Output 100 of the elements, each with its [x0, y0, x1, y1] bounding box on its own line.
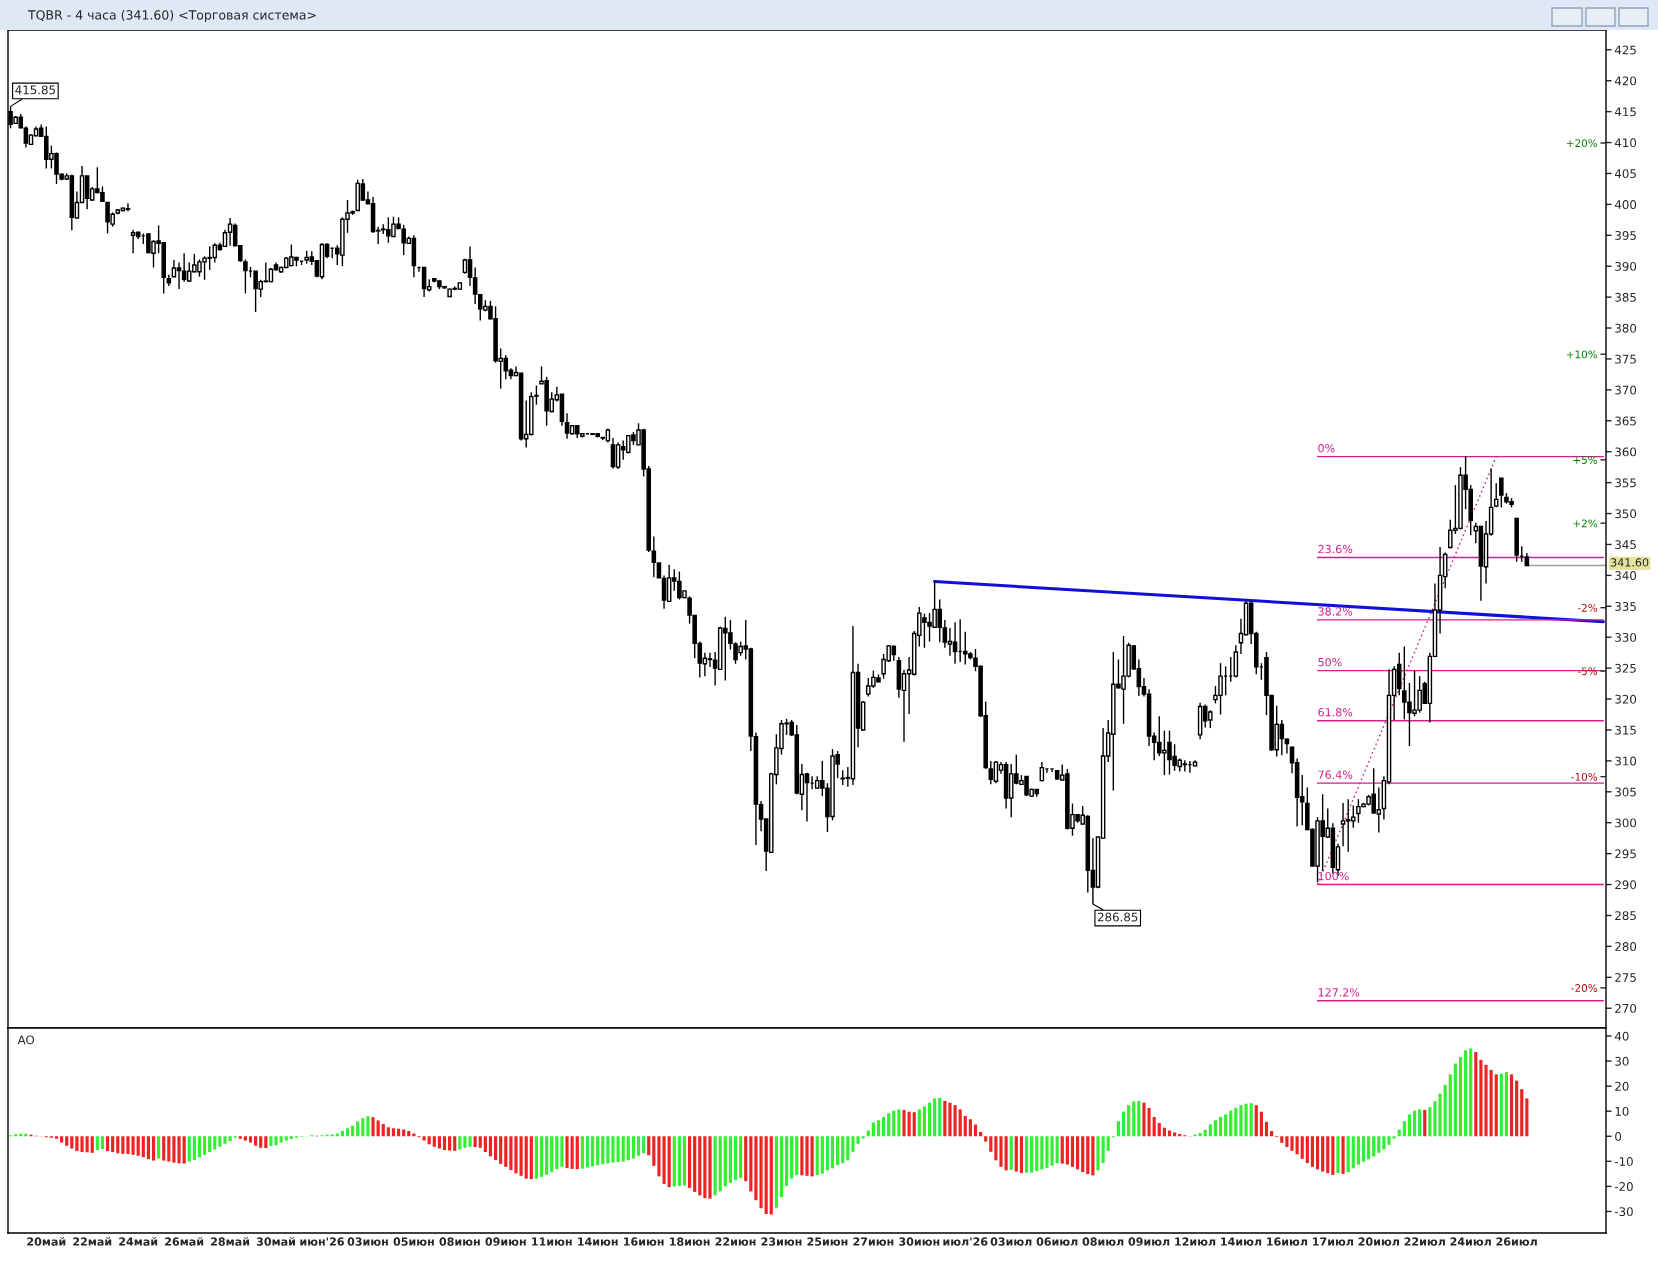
bar	[223, 1136, 227, 1144]
bar	[902, 1109, 906, 1137]
bar	[284, 1136, 288, 1141]
x-tick-label: 30июн	[899, 1237, 940, 1246]
bar	[1489, 1069, 1493, 1137]
bar	[1453, 1063, 1457, 1137]
y-tick-label: 390	[1615, 261, 1637, 271]
candlestick	[125, 202, 131, 212]
candlestick	[1493, 482, 1499, 509]
bar	[182, 1136, 186, 1164]
bar	[1315, 1136, 1320, 1170]
bar	[432, 1136, 436, 1147]
x-tick-label: 28май	[211, 1237, 250, 1246]
bar	[167, 1136, 171, 1162]
bar	[1198, 1133, 1202, 1137]
bar	[825, 1136, 829, 1171]
bar	[192, 1136, 196, 1161]
bar	[1418, 1109, 1422, 1137]
bar	[1076, 1136, 1080, 1170]
bar	[1458, 1057, 1463, 1137]
bar	[703, 1136, 707, 1199]
bar	[841, 1136, 845, 1164]
bar	[989, 1136, 993, 1152]
bar	[371, 1117, 375, 1137]
bar	[458, 1136, 462, 1150]
bar	[545, 1136, 549, 1175]
candlestick	[1340, 802, 1346, 847]
bar	[524, 1136, 528, 1179]
bar	[1035, 1136, 1039, 1172]
chart-title: TQBR - 4 часа (341.60) <Торговая система>	[27, 9, 316, 23]
bar	[218, 1136, 222, 1147]
bar	[289, 1136, 293, 1140]
candlestick	[176, 261, 182, 290]
bar	[493, 1136, 498, 1161]
y2-tick-label: +10%	[1566, 350, 1598, 359]
bar	[718, 1136, 722, 1192]
bar	[95, 1136, 99, 1151]
bar	[764, 1136, 768, 1214]
bar	[1116, 1121, 1121, 1137]
bar	[402, 1129, 406, 1137]
bar	[749, 1136, 753, 1192]
x-tick-label: 12июл	[1175, 1237, 1216, 1246]
bar	[1132, 1101, 1136, 1137]
bar	[1014, 1136, 1018, 1172]
bar	[1392, 1136, 1396, 1139]
y2-tick-label: -20%	[1571, 984, 1598, 992]
x-tick-label: 23июн	[761, 1237, 802, 1246]
x-tick-label: 18июн	[669, 1237, 710, 1246]
bar	[1208, 1124, 1212, 1137]
y-tick-label: 400	[1614, 200, 1637, 210]
bar	[1351, 1136, 1355, 1169]
bar	[1341, 1136, 1345, 1174]
y-tick-label: -20	[1614, 1182, 1633, 1192]
y2-tick-label: -10%	[1571, 772, 1598, 781]
bar	[1412, 1110, 1417, 1137]
bar	[887, 1113, 891, 1137]
y-tick-label: 420	[1614, 76, 1637, 86]
bar	[968, 1119, 972, 1137]
bar	[1336, 1136, 1340, 1174]
x-tick-label: 30май	[256, 1237, 296, 1246]
bar	[1264, 1121, 1269, 1137]
bar	[141, 1136, 145, 1158]
bar	[550, 1136, 554, 1173]
bar	[1229, 1110, 1233, 1137]
bar	[1055, 1136, 1059, 1164]
bar	[836, 1136, 840, 1166]
bar	[601, 1136, 605, 1165]
bar	[1295, 1136, 1299, 1155]
y2-tick-label: -2%	[1577, 603, 1598, 612]
x-tick-label: 11июн	[532, 1237, 572, 1246]
bar	[682, 1136, 687, 1186]
y-tick-label: 290	[1615, 880, 1637, 890]
bar	[1494, 1074, 1498, 1137]
bar	[70, 1136, 74, 1149]
bar	[279, 1136, 283, 1143]
bar	[933, 1098, 937, 1137]
x-tick-label: 08июл	[1082, 1237, 1124, 1246]
bar	[713, 1136, 717, 1196]
x-tick-label: 27июн	[853, 1237, 894, 1246]
series-label: 127.2%	[1318, 988, 1360, 997]
bar	[483, 1136, 487, 1153]
bar	[1305, 1136, 1309, 1164]
bar	[994, 1136, 998, 1161]
bar	[391, 1128, 396, 1137]
bar	[116, 1136, 120, 1154]
bar	[800, 1136, 804, 1176]
bar	[361, 1118, 365, 1137]
bar	[892, 1110, 896, 1137]
bar	[111, 1136, 115, 1153]
bar	[958, 1109, 962, 1137]
y-tick-label: 295	[1615, 849, 1636, 859]
bar	[151, 1136, 156, 1161]
bar	[1504, 1072, 1509, 1137]
x-tick-label: 26май	[165, 1237, 204, 1246]
x-tick-label: 22июн	[715, 1237, 756, 1246]
y-tick-label: 275	[1615, 973, 1636, 982]
bar	[1121, 1111, 1126, 1137]
x-tick-label: 17июл	[1313, 1237, 1354, 1246]
bar	[136, 1136, 140, 1156]
y-tick-label: 285	[1615, 911, 1636, 921]
